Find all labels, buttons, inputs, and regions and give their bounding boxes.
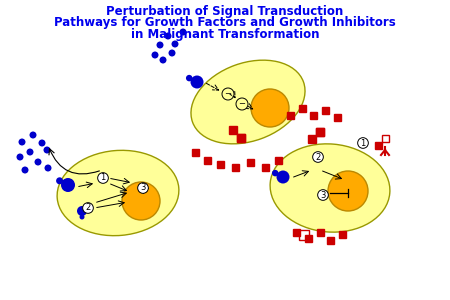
Text: 1: 1 <box>360 139 365 148</box>
Circle shape <box>45 164 51 172</box>
Circle shape <box>44 146 50 154</box>
Circle shape <box>152 52 158 58</box>
Circle shape <box>17 154 23 160</box>
Circle shape <box>22 167 28 173</box>
Circle shape <box>251 89 289 127</box>
Bar <box>382 134 388 142</box>
Bar <box>237 134 245 142</box>
Circle shape <box>171 40 179 47</box>
Bar <box>274 157 282 164</box>
Text: 2: 2 <box>315 152 320 161</box>
Circle shape <box>328 171 368 211</box>
Bar <box>316 128 324 136</box>
Bar <box>298 104 306 112</box>
Bar <box>247 158 253 166</box>
Circle shape <box>35 158 41 166</box>
Bar <box>261 164 269 170</box>
Text: 3: 3 <box>320 190 326 200</box>
Bar <box>231 164 239 170</box>
Bar <box>287 112 293 118</box>
Text: Perturbation of Signal Transduction: Perturbation of Signal Transduction <box>106 5 344 18</box>
Bar <box>299 230 309 240</box>
Bar <box>237 134 245 142</box>
Bar <box>310 112 316 118</box>
Bar <box>305 235 311 242</box>
Circle shape <box>30 131 36 139</box>
Bar <box>327 236 333 244</box>
Circle shape <box>39 140 45 146</box>
Bar <box>292 229 300 236</box>
Bar <box>229 126 237 134</box>
Ellipse shape <box>270 144 390 232</box>
Circle shape <box>159 56 166 64</box>
Text: in Malignant Transformation: in Malignant Transformation <box>131 28 319 41</box>
Circle shape <box>157 41 163 49</box>
Circle shape <box>180 28 186 35</box>
Bar <box>316 229 324 236</box>
Circle shape <box>27 148 33 155</box>
Text: 1: 1 <box>100 173 106 182</box>
Bar <box>203 157 211 164</box>
Circle shape <box>77 206 87 216</box>
Text: 3: 3 <box>140 184 146 193</box>
Text: 2: 2 <box>86 203 90 212</box>
Bar <box>321 106 328 113</box>
Text: −: − <box>225 89 231 98</box>
Circle shape <box>168 50 176 56</box>
Ellipse shape <box>191 60 305 144</box>
Circle shape <box>122 182 160 220</box>
Bar <box>216 160 224 167</box>
Text: Pathways for Growth Factors and Growth Inhibitors: Pathways for Growth Factors and Growth I… <box>54 16 396 29</box>
Circle shape <box>56 177 63 184</box>
Bar <box>192 148 198 155</box>
Circle shape <box>190 76 203 88</box>
Circle shape <box>61 178 75 192</box>
Circle shape <box>165 32 171 40</box>
Bar <box>316 128 324 136</box>
Text: −: − <box>238 100 246 109</box>
Bar <box>374 142 382 148</box>
Circle shape <box>18 139 26 145</box>
Circle shape <box>276 170 289 184</box>
Bar <box>338 230 346 238</box>
Circle shape <box>186 75 193 81</box>
Bar <box>333 113 341 121</box>
Bar <box>308 135 316 143</box>
Circle shape <box>272 170 279 176</box>
Ellipse shape <box>57 150 179 236</box>
Circle shape <box>80 214 85 220</box>
